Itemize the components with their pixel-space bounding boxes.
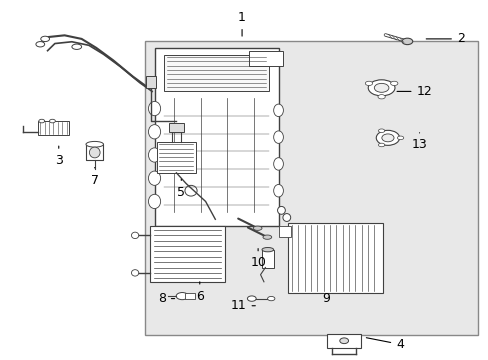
Text: 6: 6 xyxy=(195,282,203,303)
Ellipse shape xyxy=(373,84,388,92)
Ellipse shape xyxy=(377,95,385,99)
Ellipse shape xyxy=(378,129,384,132)
Ellipse shape xyxy=(36,41,44,47)
Text: 5: 5 xyxy=(177,179,185,199)
Bar xyxy=(169,123,183,132)
Ellipse shape xyxy=(131,270,139,276)
Ellipse shape xyxy=(273,184,283,197)
Text: 4: 4 xyxy=(366,338,403,351)
Bar xyxy=(249,51,283,66)
Ellipse shape xyxy=(39,119,44,123)
Ellipse shape xyxy=(277,206,285,214)
Ellipse shape xyxy=(131,232,139,239)
Ellipse shape xyxy=(89,147,100,158)
Text: 9: 9 xyxy=(322,292,329,305)
Ellipse shape xyxy=(273,158,283,170)
Text: 3: 3 xyxy=(55,146,62,167)
Bar xyxy=(86,144,103,160)
Text: 8: 8 xyxy=(158,292,174,305)
Ellipse shape xyxy=(273,131,283,143)
Bar xyxy=(326,334,361,348)
Ellipse shape xyxy=(148,148,160,162)
Ellipse shape xyxy=(283,213,290,221)
Ellipse shape xyxy=(148,171,160,185)
Text: 11: 11 xyxy=(230,299,255,312)
Text: 7: 7 xyxy=(91,167,99,186)
Ellipse shape xyxy=(86,141,103,147)
Ellipse shape xyxy=(401,38,412,45)
Ellipse shape xyxy=(72,44,81,49)
Ellipse shape xyxy=(148,102,160,116)
Bar xyxy=(278,226,290,237)
Ellipse shape xyxy=(378,143,384,147)
Ellipse shape xyxy=(390,81,397,86)
Bar xyxy=(145,76,155,88)
Ellipse shape xyxy=(397,136,403,140)
Bar xyxy=(157,143,196,173)
Text: 12: 12 xyxy=(396,85,431,98)
Ellipse shape xyxy=(365,81,372,86)
Ellipse shape xyxy=(381,134,393,142)
Ellipse shape xyxy=(253,226,262,230)
Bar xyxy=(154,48,278,226)
Ellipse shape xyxy=(49,119,55,123)
Bar xyxy=(262,249,273,267)
Ellipse shape xyxy=(263,235,271,239)
Text: 10: 10 xyxy=(250,249,265,269)
Ellipse shape xyxy=(247,296,256,301)
Text: 13: 13 xyxy=(411,133,427,152)
Text: 2: 2 xyxy=(426,32,464,45)
Ellipse shape xyxy=(148,194,160,208)
Bar xyxy=(287,223,382,293)
Ellipse shape xyxy=(41,36,49,41)
Ellipse shape xyxy=(375,130,399,145)
Ellipse shape xyxy=(176,293,188,300)
Bar xyxy=(38,121,69,135)
Ellipse shape xyxy=(367,80,394,96)
Bar xyxy=(164,55,268,91)
Bar xyxy=(149,226,224,282)
Bar xyxy=(184,293,195,299)
Ellipse shape xyxy=(273,104,283,117)
Bar xyxy=(144,41,477,336)
Text: 1: 1 xyxy=(238,11,245,36)
Ellipse shape xyxy=(339,338,348,343)
Ellipse shape xyxy=(262,248,273,252)
Ellipse shape xyxy=(148,125,160,139)
Ellipse shape xyxy=(267,296,274,301)
